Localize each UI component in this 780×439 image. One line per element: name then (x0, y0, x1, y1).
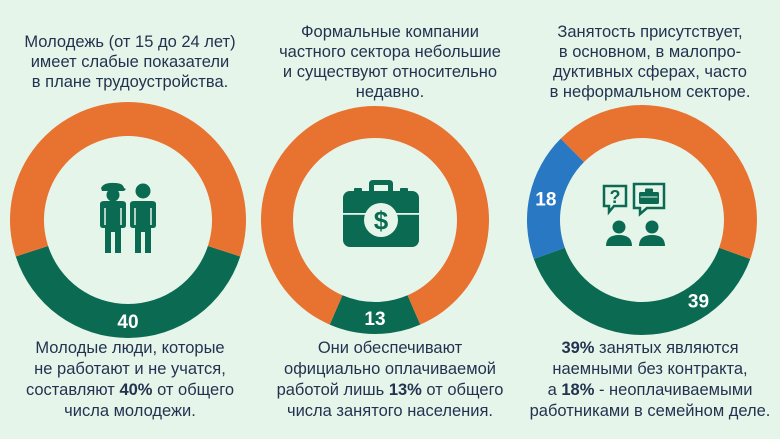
panel-bottom-text: Молодые люди, которые не работают и не у… (0, 326, 260, 420)
donut-segment (560, 105, 757, 259)
panel-top-text: Занятость присутствует, в основном, в ма… (549, 23, 751, 101)
svg-text:?: ? (610, 187, 621, 207)
text-part-bold: 13% (388, 380, 422, 399)
donut-chart-2: 39 18 (527, 105, 757, 335)
svg-text:$: $ (374, 206, 389, 236)
donut-segment (527, 138, 585, 259)
donut-chart-0: 40 (9, 102, 247, 339)
bottom-text-inner: Молодые люди, которые не работают и не у… (26, 317, 234, 422)
donut-chart-1: 13 (261, 105, 490, 334)
text-part-bold: 39% (561, 338, 595, 357)
donut-segment (533, 247, 751, 335)
bottom-text-inner: 39% занятых являются наемными без контра… (530, 317, 771, 422)
text-part: Они обеспечивают официально оплачиваемой… (276, 338, 496, 399)
segment-value-label: 18 (535, 190, 556, 211)
donut-segment (15, 245, 241, 339)
text-part: занятых являются наемными без контракта,… (547, 338, 748, 399)
conversation-icon: ? (602, 182, 666, 246)
donut-segment (329, 295, 421, 334)
panel-private-sector: Формальные компании частного сектора неб… (260, 0, 520, 439)
briefcase-dollar-icon: $ (343, 180, 419, 247)
text-part: от общего числа занятого населения. (286, 380, 504, 420)
panel-top-text: Молодежь (от 15 до 24 лет) имеет слабые … (24, 33, 236, 91)
bottom-text-inner: Они обеспечивают официально оплачиваемой… (277, 317, 504, 422)
text-part: Молодые люди, которые не работают и не у… (25, 338, 226, 399)
panel-youth: Молодежь (от 15 до 24 лет) имеет слабые … (0, 0, 260, 439)
segment-value-label: 40 (117, 312, 138, 333)
panel-top-text: Формальные компании частного сектора неб… (279, 23, 501, 101)
panel-informal-employment: Занятость присутствует, в основном, в ма… (520, 0, 780, 439)
people-icon (100, 182, 156, 253)
panel-bottom-text: Они обеспечивают официально оплачиваемой… (260, 326, 520, 420)
text-part-bold: 18% (561, 380, 595, 399)
segment-value-label: 13 (364, 309, 385, 330)
segment-value-label: 39 (688, 292, 709, 313)
text-part: от общего числа молодежи. (64, 380, 235, 420)
panel-bottom-text: 39% занятых являются наемными без контра… (520, 326, 780, 420)
donut-segment (261, 105, 490, 325)
donut-segment (9, 102, 247, 257)
text-part: - неоплачиваемыми работниками в семейном… (529, 380, 771, 420)
text-part-bold: 40% (119, 380, 153, 399)
